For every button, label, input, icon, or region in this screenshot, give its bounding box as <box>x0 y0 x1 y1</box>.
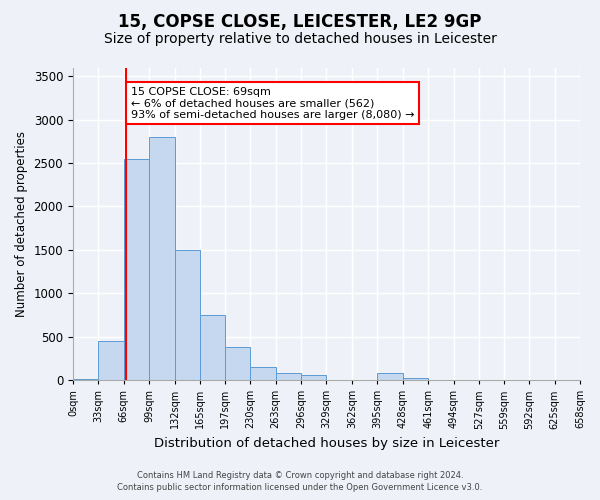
Bar <box>275 373 301 380</box>
Bar <box>175 250 200 380</box>
Text: 15 COPSE CLOSE: 69sqm
← 6% of detached houses are smaller (562)
93% of semi-deta: 15 COPSE CLOSE: 69sqm ← 6% of detached h… <box>131 86 414 120</box>
Y-axis label: Number of detached properties: Number of detached properties <box>15 131 28 317</box>
Bar <box>98 341 124 380</box>
Bar <box>200 315 225 380</box>
Bar <box>149 137 175 380</box>
Bar <box>124 158 149 380</box>
Bar <box>377 373 403 380</box>
X-axis label: Distribution of detached houses by size in Leicester: Distribution of detached houses by size … <box>154 437 499 450</box>
Bar <box>403 378 428 380</box>
Bar <box>250 367 275 380</box>
Text: Contains HM Land Registry data © Crown copyright and database right 2024.
Contai: Contains HM Land Registry data © Crown c… <box>118 471 482 492</box>
Text: Size of property relative to detached houses in Leicester: Size of property relative to detached ho… <box>104 32 496 46</box>
Text: 15, COPSE CLOSE, LEICESTER, LE2 9GP: 15, COPSE CLOSE, LEICESTER, LE2 9GP <box>118 12 482 30</box>
Bar <box>225 347 250 380</box>
Bar <box>301 375 326 380</box>
